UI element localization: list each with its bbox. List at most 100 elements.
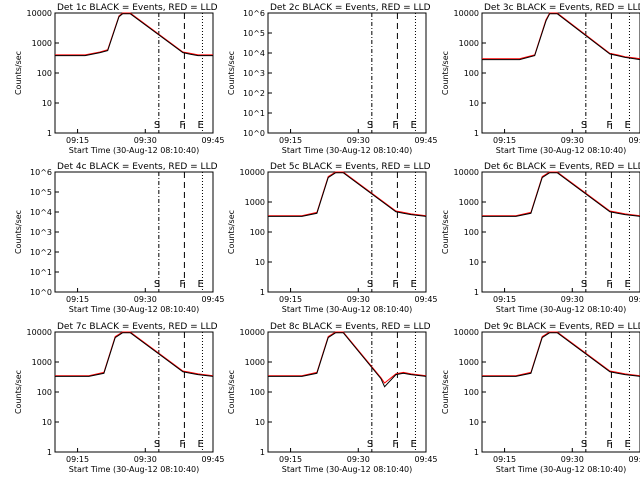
y-tick-label: 10^4 bbox=[30, 208, 52, 217]
y-axis-label: Counts/sec bbox=[14, 370, 23, 414]
y-tick-label: 10^4 bbox=[243, 49, 265, 58]
chart-panel-6: Det 6c BLACK = Events, RED = LLD 1 10 100 10… bbox=[441, 162, 640, 314]
y-tick-label: 10 bbox=[255, 418, 265, 427]
y-tick-label: 10^2 bbox=[30, 248, 52, 257]
x-tick-label: 09:45 bbox=[628, 295, 640, 304]
y-tick-label: 1000 bbox=[32, 39, 52, 48]
x-axis-label: Start Time (30-Aug-12 08:10:40) bbox=[496, 146, 627, 155]
chart-panel-3: Det 3c BLACK = Events, RED = LLD 1 10 100 10… bbox=[441, 3, 640, 155]
series-line-events bbox=[482, 172, 640, 217]
plot-frame bbox=[54, 171, 214, 293]
y-axis-label: Counts/sec bbox=[441, 370, 450, 414]
x-tick-label: 09:30 bbox=[134, 136, 157, 145]
marker-label: E bbox=[410, 120, 416, 131]
plot-frame bbox=[481, 12, 640, 134]
plot-frame bbox=[481, 171, 640, 293]
y-tick-label: 10000 bbox=[27, 328, 52, 337]
y-tick-label: 100 bbox=[250, 388, 265, 397]
series-line-events bbox=[55, 332, 214, 377]
x-axis-label: Start Time (30-Aug-12 08:10:40) bbox=[69, 305, 200, 314]
x-tick-label: 09:45 bbox=[414, 136, 437, 145]
y-tick-label: 100 bbox=[464, 228, 479, 237]
chart-panel-4: Det 4c BLACK = Events, RED = LLD 10^0 10^1… bbox=[14, 162, 225, 314]
x-tick-label: 09:30 bbox=[134, 295, 157, 304]
marker-label: F bbox=[179, 279, 185, 290]
y-axis-label: Counts/sec bbox=[14, 210, 23, 254]
marker-label: F bbox=[392, 279, 398, 290]
y-tick-label: 10 bbox=[42, 418, 52, 427]
y-tick-label: 100 bbox=[464, 388, 479, 397]
x-tick-label: 09:30 bbox=[347, 455, 370, 464]
plot-frame bbox=[481, 331, 640, 453]
y-tick-label: 1 bbox=[260, 288, 265, 297]
y-tick-label: 10^3 bbox=[243, 69, 265, 78]
marker-label: E bbox=[624, 120, 630, 131]
chart-panel-5: Det 5c BLACK = Events, RED = LLD 1 10 100 10… bbox=[227, 162, 438, 314]
series-line-lld bbox=[268, 331, 427, 384]
y-tick-label: 10000 bbox=[27, 9, 52, 18]
marker-label: E bbox=[410, 439, 416, 450]
marker-label: S bbox=[367, 120, 373, 131]
y-tick-label: 100 bbox=[464, 69, 479, 78]
series-line-lld bbox=[482, 171, 640, 217]
x-tick-label: 09:30 bbox=[347, 136, 370, 145]
y-tick-label: 1 bbox=[47, 129, 52, 138]
y-tick-label: 10 bbox=[255, 258, 265, 267]
x-tick-label: 09:45 bbox=[201, 295, 224, 304]
x-tick-label: 09:15 bbox=[66, 295, 89, 304]
y-tick-label: 10^0 bbox=[30, 288, 52, 297]
x-axis-label: Start Time (30-Aug-12 08:10:40) bbox=[69, 465, 200, 474]
chart-panel-1: Det 1c BLACK = Events, RED = LLD 1 10 100 10… bbox=[14, 3, 225, 155]
y-tick-label: 1000 bbox=[459, 198, 479, 207]
y-axis-label: Counts/sec bbox=[227, 370, 236, 414]
y-tick-label: 1 bbox=[47, 448, 52, 457]
chart-title: Det 1c BLACK = Events, RED = LLD bbox=[57, 3, 218, 13]
x-tick-label: 09:15 bbox=[66, 136, 89, 145]
x-tick-label: 09:30 bbox=[561, 136, 584, 145]
y-tick-label: 1000 bbox=[459, 39, 479, 48]
x-axis-label: Start Time (30-Aug-12 08:10:40) bbox=[282, 305, 413, 314]
y-axis-label: Counts/sec bbox=[227, 210, 236, 254]
series-line-events bbox=[55, 13, 213, 57]
y-tick-label: 100 bbox=[37, 388, 52, 397]
x-tick-label: 09:15 bbox=[493, 136, 516, 145]
y-tick-label: 1000 bbox=[245, 358, 265, 367]
marker-label: E bbox=[197, 439, 203, 450]
y-tick-label: 1000 bbox=[32, 358, 52, 367]
x-tick-label: 09:15 bbox=[279, 295, 302, 304]
chart-panel-7: Det 7c BLACK = Events, RED = LLD 1 10 100 10… bbox=[14, 322, 225, 474]
marker-label: E bbox=[624, 439, 630, 450]
plot-frame bbox=[54, 331, 214, 453]
y-tick-label: 10 bbox=[42, 99, 52, 108]
marker-label: S bbox=[367, 279, 373, 290]
marker-label: E bbox=[410, 279, 416, 290]
y-tick-label: 10000 bbox=[240, 168, 265, 177]
y-tick-label: 1000 bbox=[245, 198, 265, 207]
chart-title: Det 5c BLACK = Events, RED = LLD bbox=[270, 162, 431, 172]
y-tick-label: 10^1 bbox=[30, 268, 52, 277]
marker-label: F bbox=[606, 439, 612, 450]
marker-label: S bbox=[367, 439, 373, 450]
series-line-events bbox=[482, 332, 640, 377]
y-axis-label: Counts/sec bbox=[441, 210, 450, 254]
series-line-lld bbox=[55, 331, 214, 377]
marker-label: F bbox=[179, 439, 185, 450]
plot-frame bbox=[54, 12, 214, 134]
y-tick-label: 100 bbox=[37, 69, 52, 78]
x-tick-label: 09:30 bbox=[134, 455, 157, 464]
x-axis-label: Start Time (30-Aug-12 08:10:40) bbox=[496, 305, 627, 314]
x-axis-label: Start Time (30-Aug-12 08:10:40) bbox=[282, 465, 413, 474]
marker-label: F bbox=[606, 120, 612, 131]
y-tick-label: 10^6 bbox=[30, 168, 52, 177]
series-line-lld bbox=[482, 331, 640, 377]
x-axis-label: Start Time (30-Aug-12 08:10:40) bbox=[282, 146, 413, 155]
marker-label: S bbox=[154, 120, 160, 131]
x-tick-label: 09:15 bbox=[279, 455, 302, 464]
marker-label: F bbox=[392, 120, 398, 131]
y-tick-label: 1000 bbox=[459, 358, 479, 367]
marker-label: F bbox=[606, 279, 612, 290]
x-axis-label: Start Time (30-Aug-12 08:10:40) bbox=[69, 146, 200, 155]
marker-label: E bbox=[197, 279, 203, 290]
series-line-events bbox=[268, 172, 427, 217]
